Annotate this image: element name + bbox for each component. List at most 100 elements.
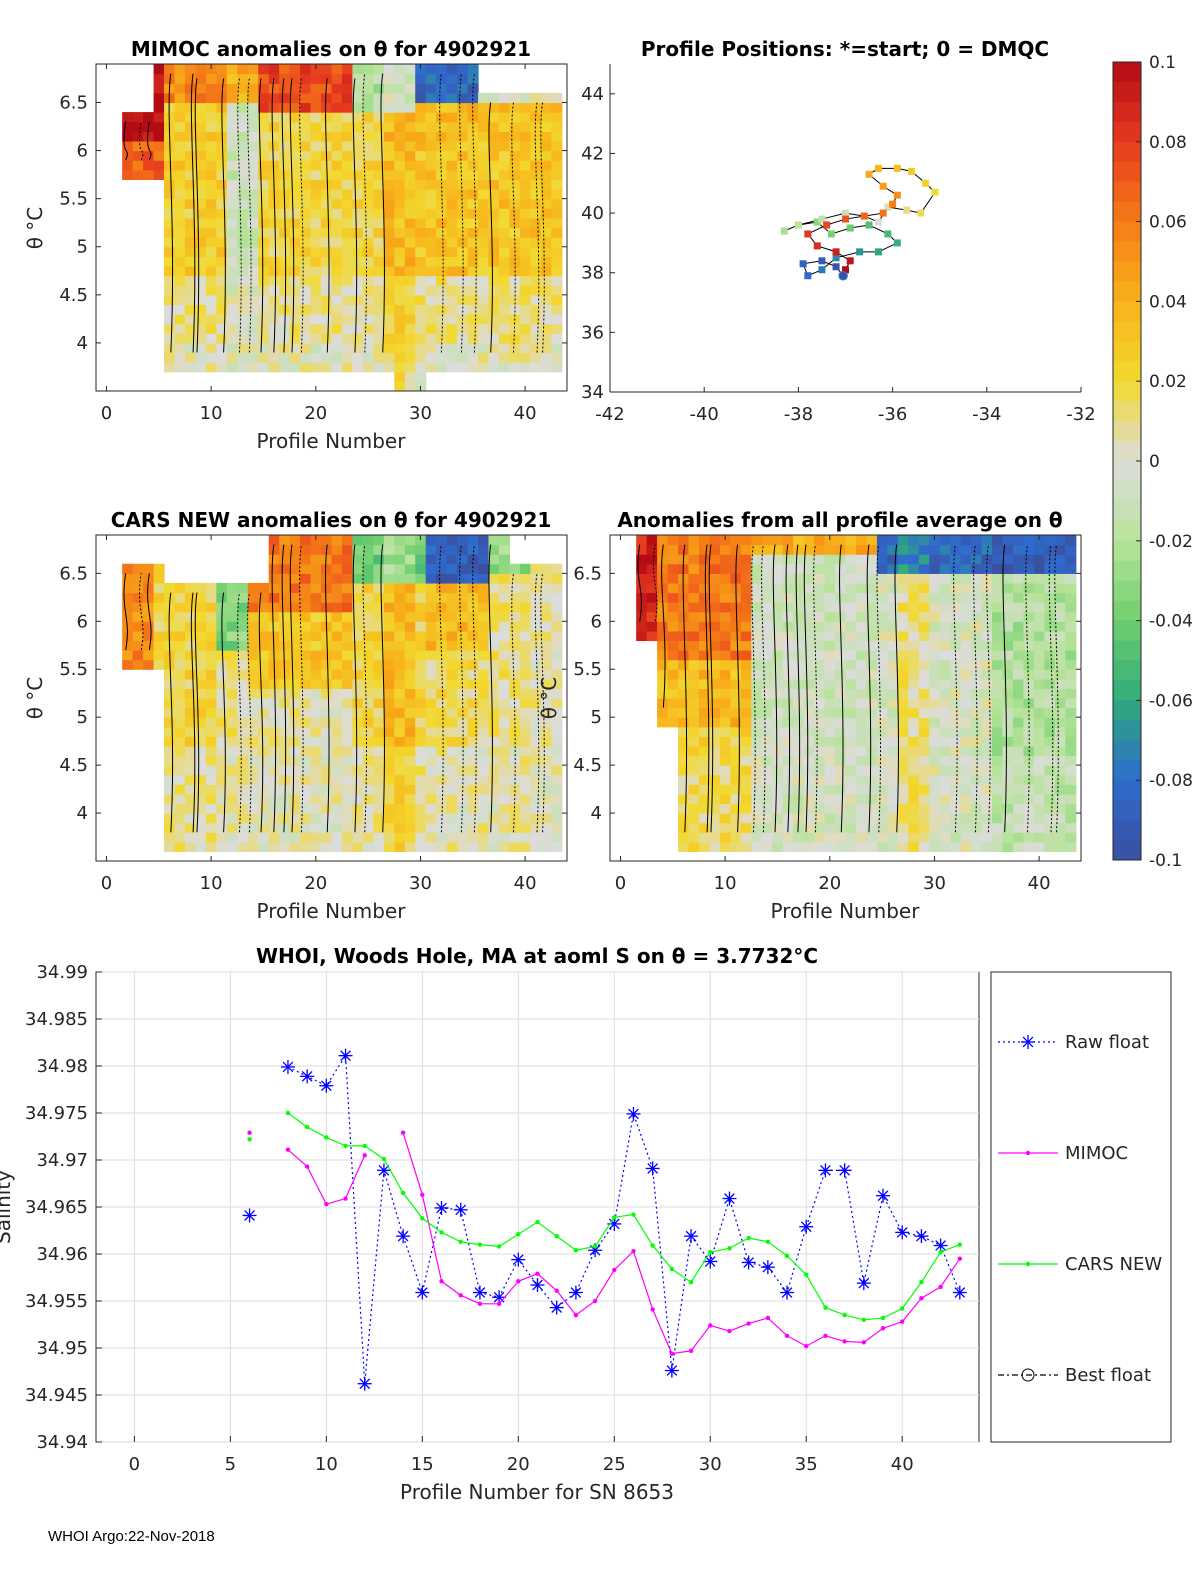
- mimoc-cell: [467, 294, 479, 306]
- cars-cell: [551, 813, 563, 824]
- cars-cell: [184, 745, 197, 757]
- cars-cell: [300, 832, 312, 843]
- mimoc-cell: [394, 294, 406, 306]
- cars-cell: [467, 784, 479, 795]
- mimoc-cell: [279, 64, 291, 75]
- avg-cell: [939, 803, 951, 814]
- mimoc-cell: [509, 227, 521, 238]
- mimoc-cell: [300, 150, 312, 161]
- cars-cell: [279, 841, 291, 853]
- mimoc-cell: [394, 169, 406, 181]
- cars-cell: [321, 535, 333, 546]
- avg-cell: [657, 621, 669, 632]
- series-point: [938, 1249, 943, 1255]
- avg-cell: [897, 535, 909, 546]
- cars-cell: [195, 765, 207, 776]
- avg-cell: [824, 717, 836, 728]
- cars-cell: [174, 621, 186, 632]
- avg-cell: [992, 669, 1004, 680]
- avg-cell: [740, 621, 752, 632]
- cars-cell: [498, 573, 511, 584]
- mimoc-cell: [415, 198, 427, 209]
- cars-cell: [268, 784, 280, 795]
- mimoc-cell: [195, 92, 207, 104]
- cars-cell: [226, 784, 238, 795]
- x-tick-label: -36: [878, 404, 907, 425]
- avg-cell: [730, 678, 742, 690]
- cars-cell: [383, 803, 395, 814]
- cars-cell: [153, 621, 165, 632]
- avg-cell: [992, 563, 1004, 574]
- cars-cell: [331, 563, 343, 574]
- mimoc-cell: [373, 73, 385, 84]
- mimoc-cell: [205, 198, 217, 209]
- cars-cell: [122, 659, 134, 670]
- cars-cell: [258, 793, 270, 805]
- cars-cell: [467, 563, 479, 574]
- mimoc-cell: [268, 227, 280, 238]
- cars-cell: [258, 755, 270, 766]
- cars-contour-line: [281, 544, 287, 833]
- mimoc-cell: [425, 275, 437, 286]
- mimoc-cell: [394, 64, 406, 75]
- cars-cell: [394, 717, 406, 728]
- avg-cell: [772, 688, 784, 699]
- cars-cell: [174, 745, 186, 757]
- avg-cell: [845, 535, 857, 546]
- avg-cell: [782, 793, 794, 805]
- mimoc-cell: [415, 160, 427, 171]
- cars-cell: [383, 573, 395, 584]
- mimoc-cell: [279, 102, 291, 113]
- cars-cell: [153, 602, 165, 613]
- mimoc-cell: [457, 189, 469, 200]
- avg-cell: [1002, 736, 1014, 747]
- mimoc-cell: [300, 342, 312, 354]
- cars-cell: [457, 554, 469, 565]
- cars-cell: [258, 640, 270, 651]
- avg-cell: [908, 582, 920, 594]
- mimoc-contour-line: [299, 78, 304, 353]
- avg-cell: [1044, 832, 1056, 843]
- avg-cell: [981, 650, 993, 661]
- cars-cell: [478, 582, 490, 594]
- cars-cell: [404, 640, 416, 651]
- cars-cell: [540, 736, 552, 747]
- avg-cell: [1023, 621, 1035, 632]
- cars-cell: [457, 659, 469, 670]
- avg-cell: [1002, 621, 1014, 632]
- cars-cell: [195, 803, 207, 814]
- cars-cell: [498, 813, 511, 824]
- avg-cell: [845, 841, 857, 853]
- cars-cell: [425, 621, 437, 632]
- mimoc-cell: [226, 121, 238, 132]
- cars-cell: [216, 784, 228, 795]
- cars-cell: [237, 602, 249, 613]
- mimoc-cell: [226, 265, 238, 277]
- avg-cell: [667, 592, 679, 603]
- avg-contour-line: [795, 544, 801, 833]
- avg-cell: [876, 784, 888, 795]
- cars-cell: [174, 592, 186, 603]
- mimoc-cell: [425, 83, 437, 94]
- cars-cell: [415, 717, 427, 728]
- avg-cell: [1012, 717, 1025, 728]
- mimoc-cell: [184, 237, 197, 248]
- mimoc-cell: [279, 342, 291, 354]
- colorbar-segment: [1113, 421, 1141, 442]
- mimoc-cell: [321, 112, 333, 123]
- cars-cell: [540, 698, 552, 709]
- cars-cell: [415, 688, 427, 699]
- cars-cell: [205, 793, 217, 805]
- mimoc-cell: [436, 323, 448, 334]
- avg-cell: [960, 784, 972, 795]
- avg-cell: [929, 832, 941, 843]
- avg-cell: [939, 707, 951, 718]
- mimoc-cell: [415, 150, 427, 161]
- avg-cell: [887, 755, 899, 766]
- x-tick-label: 0: [615, 873, 626, 894]
- mimoc-cell: [258, 150, 270, 161]
- avg-cell: [824, 678, 836, 690]
- cars-cell: [268, 630, 280, 642]
- avg-cell: [688, 745, 700, 757]
- avg-cell: [814, 582, 826, 594]
